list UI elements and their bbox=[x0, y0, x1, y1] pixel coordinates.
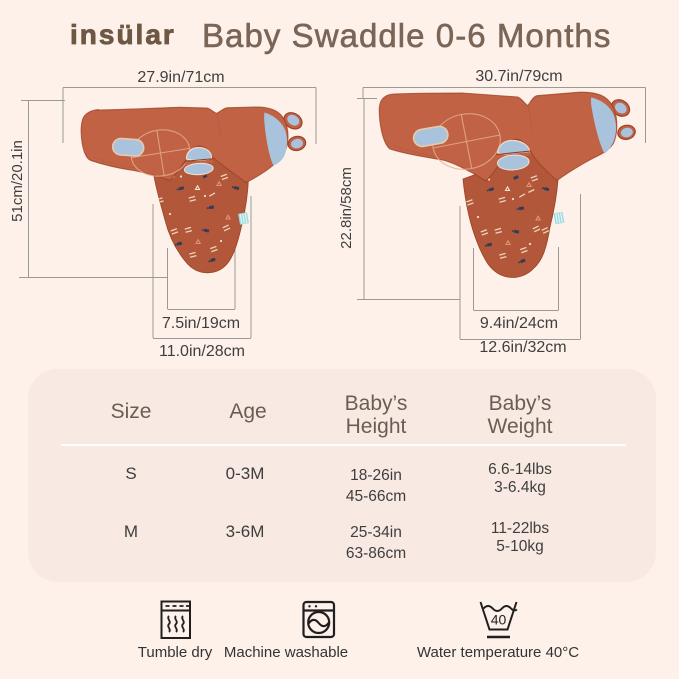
svg-text:7.5in/19cm: 7.5in/19cm bbox=[162, 315, 240, 332]
svg-text:11.0in/28cm: 11.0in/28cm bbox=[159, 343, 245, 360]
svg-text:27.9in/71cm: 27.9in/71cm bbox=[137, 69, 224, 86]
svg-text:9.4in/24cm: 9.4in/24cm bbox=[480, 315, 558, 332]
svg-text:40: 40 bbox=[491, 612, 507, 628]
svg-text:12.6in/32cm: 12.6in/32cm bbox=[479, 339, 566, 356]
svg-text:22.8in/58cm: 22.8in/58cm bbox=[338, 167, 355, 249]
svg-text:51cm/20.1in: 51cm/20.1in bbox=[9, 140, 26, 222]
svg-text:30.7in/79cm: 30.7in/79cm bbox=[475, 68, 562, 85]
